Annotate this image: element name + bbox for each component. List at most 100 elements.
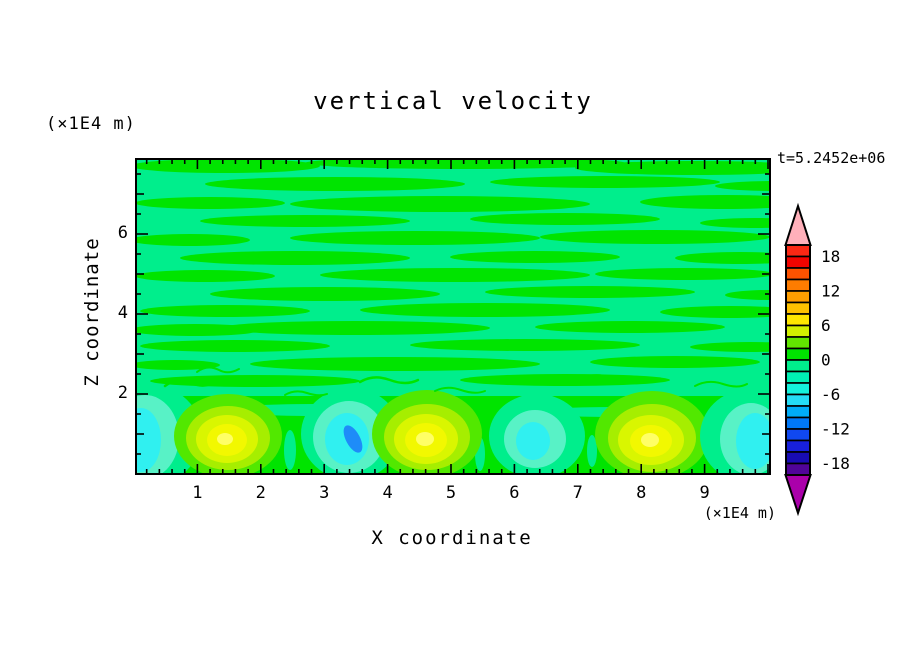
- x-axis-unit-label: (×1E4 m): [703, 504, 776, 522]
- field-streak: [137, 270, 275, 282]
- field-streak: [140, 305, 310, 317]
- colorbar-box: [785, 301, 811, 315]
- field-wisp: [358, 376, 420, 385]
- colorbar-tick-label: 18: [821, 247, 840, 266]
- colorbar-box: [785, 370, 811, 384]
- colorbar-box: [785, 439, 811, 453]
- field-wisp: [196, 366, 240, 374]
- field-streak: [410, 339, 640, 351]
- colorbar-under-arrow: [784, 474, 812, 517]
- field-wisp: [284, 390, 328, 397]
- colorbar-box: [785, 462, 811, 476]
- field-contour-cell: [736, 413, 769, 469]
- colorbar-box: [785, 382, 811, 396]
- field-wisp: [694, 380, 748, 388]
- field-contour-cell: [217, 433, 233, 445]
- field-contour-cell: [137, 408, 161, 472]
- field-streak: [535, 321, 725, 333]
- field-streak: [470, 213, 660, 225]
- field-contour-cell: [516, 422, 550, 460]
- field-streak: [137, 234, 250, 246]
- field-streak: [450, 251, 620, 263]
- field-streak: [485, 286, 695, 298]
- colorbar-tick-label: 6: [821, 316, 831, 335]
- field-streak: [660, 306, 769, 318]
- time-annotation: t=5.2452e+06: [777, 149, 886, 167]
- field-streak: [690, 342, 769, 352]
- y-tick-label: 6: [117, 223, 128, 243]
- x-tick-label: 8: [636, 483, 647, 503]
- field-wisp: [578, 374, 638, 383]
- colorbar-box: [785, 290, 811, 304]
- colorbar-tick-label: 0: [821, 351, 831, 370]
- field-streak: [640, 195, 769, 209]
- colorbar-tick-label: -18: [821, 454, 850, 473]
- field-contour-cell: [284, 430, 296, 470]
- colorbar-box: [785, 428, 811, 442]
- field-streak: [490, 176, 720, 188]
- field-wisp: [163, 376, 243, 388]
- field-contour-cell: [641, 433, 659, 447]
- field-streak: [220, 321, 490, 335]
- x-tick-label: 7: [572, 483, 583, 503]
- field-contour-cell: [587, 435, 597, 467]
- field-streak: [305, 160, 625, 169]
- field-streak: [595, 268, 769, 280]
- colorbar-box: [785, 451, 811, 465]
- colorbar-box: [785, 393, 811, 407]
- y-axis-unit-label: (×1E4 m): [46, 114, 136, 134]
- field-streak: [360, 303, 610, 317]
- x-tick-label: 2: [255, 483, 266, 503]
- field-contour-cell: [416, 432, 434, 446]
- colorbar-tick-label: 12: [821, 282, 840, 301]
- field-streak: [205, 177, 465, 191]
- colorbar-box: [785, 416, 811, 430]
- field-streak: [700, 218, 769, 228]
- field-streak: [290, 196, 590, 212]
- colorbar: 18 12 6 0 -6 -12 -18: [784, 202, 850, 517]
- x-axis-title: X coordinate: [371, 527, 533, 549]
- colorbar-box: [785, 255, 811, 269]
- field-contour-cell: [343, 425, 363, 453]
- field-streak: [150, 375, 360, 387]
- field-streak: [180, 251, 410, 265]
- plot-frame: [135, 158, 771, 475]
- x-tick-label: 1: [192, 483, 203, 503]
- field-streak: [210, 287, 440, 301]
- field-streak: [250, 357, 540, 371]
- field-streak: [575, 161, 769, 175]
- x-tick-label: 6: [509, 483, 520, 503]
- colorbar-box: [785, 347, 811, 361]
- field-streak: [320, 268, 590, 282]
- colorbar-box: [785, 278, 811, 292]
- x-tick-label: 3: [319, 483, 330, 503]
- colorbar-box: [785, 244, 811, 258]
- colorbar-box: [785, 359, 811, 373]
- field-streak: [675, 252, 769, 264]
- x-tick-label: 5: [445, 483, 457, 503]
- colorbar-box: [785, 405, 811, 419]
- y-tick-label: 2: [117, 383, 128, 403]
- colorbar-box: [785, 267, 811, 281]
- field-streak: [137, 197, 285, 209]
- field-streak: [540, 230, 769, 244]
- field-streak: [137, 160, 320, 173]
- colorbar-tick-label: -6: [821, 385, 840, 404]
- x-tick-label: 4: [382, 483, 393, 503]
- field-streak: [715, 181, 769, 191]
- field-streak: [290, 231, 540, 245]
- field-streak: [460, 374, 670, 386]
- colorbar-box: [785, 336, 811, 350]
- field-streak: [200, 215, 410, 227]
- field-streak: [137, 360, 220, 370]
- colorbar-box: [785, 324, 811, 338]
- field-streak: [137, 324, 260, 336]
- plot-title: vertical velocity: [313, 87, 593, 115]
- field-streak: [725, 290, 769, 300]
- contour-field: [137, 160, 769, 473]
- colorbar-over-arrow: [784, 202, 812, 246]
- y-tick-label: 4: [117, 303, 128, 323]
- colorbar-box: [785, 313, 811, 327]
- field-wisp: [434, 386, 486, 394]
